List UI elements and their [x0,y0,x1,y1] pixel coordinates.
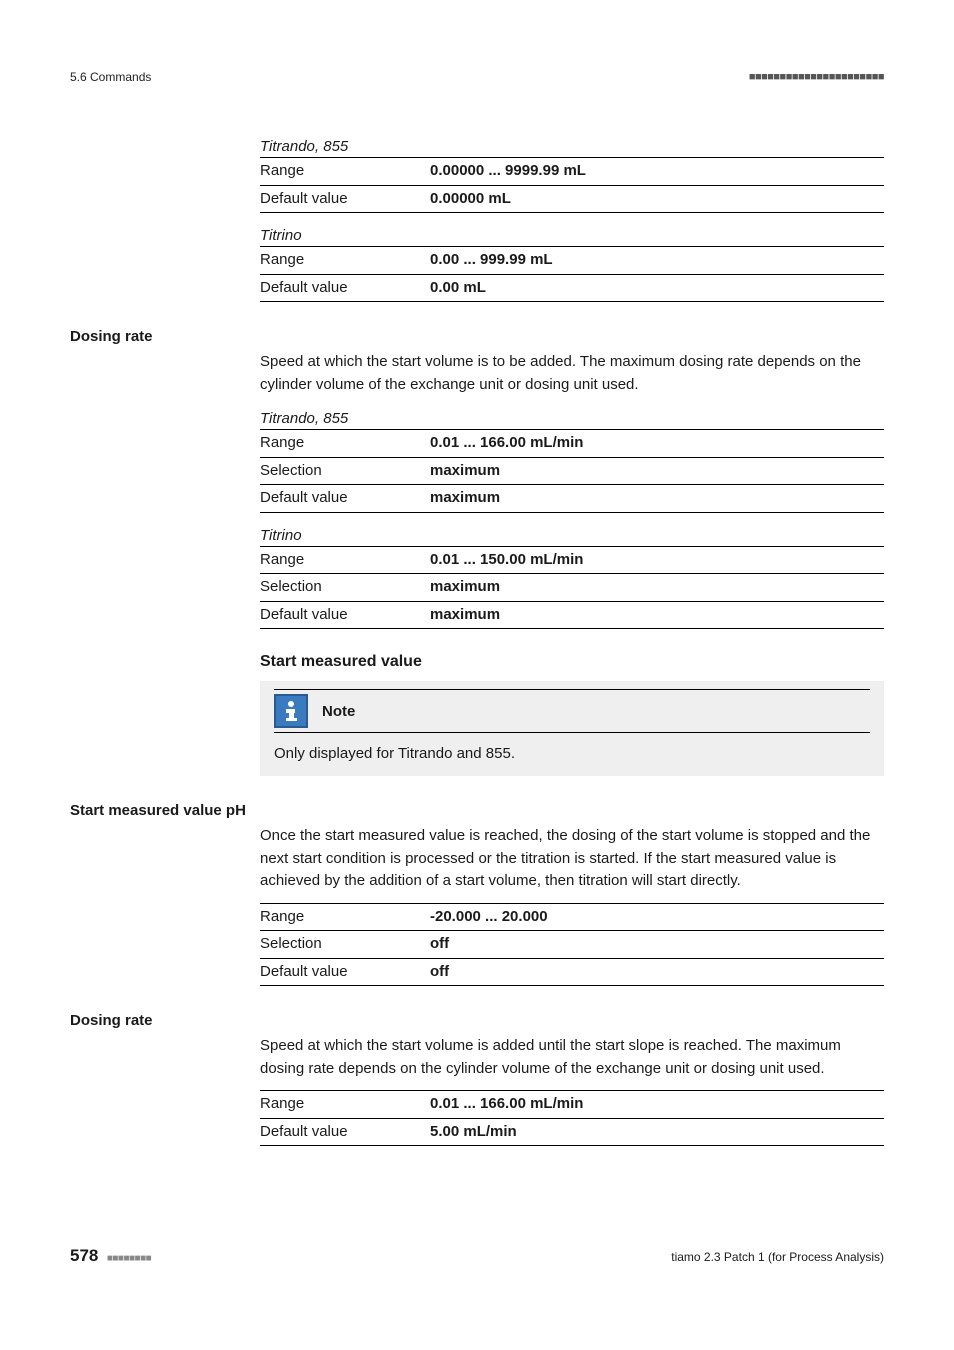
param-label: Default value [260,487,430,510]
param-row: Default value off [260,961,884,984]
device-label: Titrando, 855 [260,410,884,427]
header-dashes: ■■■■■■■■■■■■■■■■■■■■■■ [749,71,884,83]
param-value: 0.00000 ... 9999.99 mL [430,160,586,183]
rule [260,930,884,931]
param-row: Default value 5.00 mL/min [260,1121,884,1144]
param-value: maximum [430,487,500,510]
rule [260,212,884,213]
rule [260,601,884,602]
rule [260,628,884,629]
param-value: -20.000 ... 20.000 [430,906,548,929]
rule [260,246,884,247]
param-row: Range -20.000 ... 20.000 [260,906,884,929]
param-label: Range [260,549,430,572]
param-value: off [430,961,449,984]
param-label: Default value [260,961,430,984]
param-value: maximum [430,604,500,627]
param-row: Range 0.01 ... 166.00 mL/min [260,1093,884,1116]
rule [260,958,884,959]
dosing-rate2-block: Speed at which the start volume is added… [260,1035,884,1146]
note-title: Note [322,703,355,720]
param-row: Selection maximum [260,460,884,483]
rule [260,1118,884,1119]
page-number: 578 [70,1246,98,1265]
param-row: Range 0.01 ... 150.00 mL/min [260,549,884,572]
dosing-rate2-desc: Speed at which the start volume is added… [260,1035,884,1080]
page-header: 5.6 Commands ■■■■■■■■■■■■■■■■■■■■■■ [70,70,884,84]
param-value: 0.00 mL [430,277,486,300]
param-value: 0.01 ... 166.00 mL/min [430,1093,583,1116]
param-row: Default value maximum [260,604,884,627]
param-label: Range [260,906,430,929]
param-value: 0.00000 mL [430,188,511,211]
param-row: Range 0.00000 ... 9999.99 mL [260,160,884,183]
param-row: Range 0.00 ... 999.99 mL [260,249,884,272]
param-label: Selection [260,933,430,956]
param-value: 0.01 ... 166.00 mL/min [430,432,583,455]
param-row: Default value 0.00000 mL [260,188,884,211]
dosing-rate-heading: Dosing rate [70,328,884,345]
param-row: Selection off [260,933,884,956]
info-icon [274,694,308,728]
rule [260,185,884,186]
param-label: Default value [260,277,430,300]
dosing-rate-block: Speed at which the start volume is to be… [260,351,884,776]
rule [260,573,884,574]
rule [260,512,884,513]
device-label: Titrino [260,227,884,244]
dosing-rate2-heading: Dosing rate [70,1012,884,1029]
smv-ph-heading: Start measured value pH [70,802,884,819]
section-path: 5.6 Commands [70,70,151,84]
param-value: off [430,933,449,956]
rule [260,1090,884,1091]
param-row: Range 0.01 ... 166.00 mL/min [260,432,884,455]
param-value: 5.00 mL/min [430,1121,517,1144]
note-body: Only displayed for Titrando and 855. [274,745,870,762]
param-label: Range [260,249,430,272]
note-head: Note [274,689,870,733]
footer-dashes: ■■■■■■■■ [107,1253,151,1264]
rule [260,274,884,275]
param-label: Range [260,432,430,455]
dosing-rate-desc: Speed at which the start volume is to be… [260,351,884,396]
param-value: 0.01 ... 150.00 mL/min [430,549,583,572]
rule [260,1145,884,1146]
param-label: Default value [260,1121,430,1144]
param-row: Selection maximum [260,576,884,599]
rule [260,484,884,485]
param-row: Default value maximum [260,487,884,510]
rule [260,457,884,458]
param-label: Selection [260,460,430,483]
param-label: Default value [260,604,430,627]
param-value: maximum [430,576,500,599]
smv-ph-block: Once the start measured value is reached… [260,825,884,986]
rule [260,985,884,986]
param-value: 0.00 ... 999.99 mL [430,249,553,272]
param-label: Range [260,160,430,183]
param-row: Default value 0.00 mL [260,277,884,300]
rule [260,546,884,547]
rule [260,429,884,430]
param-label: Selection [260,576,430,599]
footer-right: tiamo 2.3 Patch 1 (for Process Analysis) [671,1250,884,1264]
smv-ph-desc: Once the start measured value is reached… [260,825,884,893]
rule [260,157,884,158]
param-label: Range [260,1093,430,1116]
device-label: Titrando, 855 [260,138,884,155]
rule [260,301,884,302]
start-measured-heading: Start measured value [260,653,884,671]
page-footer: 578 ■■■■■■■■ tiamo 2.3 Patch 1 (for Proc… [70,1246,884,1266]
footer-left: 578 ■■■■■■■■ [70,1246,151,1266]
param-label: Default value [260,188,430,211]
group-initial: Titrando, 855 Range 0.00000 ... 9999.99 … [260,138,884,302]
rule [260,903,884,904]
param-value: maximum [430,460,500,483]
device-label: Titrino [260,527,884,544]
note-box: Note Only displayed for Titrando and 855… [260,681,884,776]
